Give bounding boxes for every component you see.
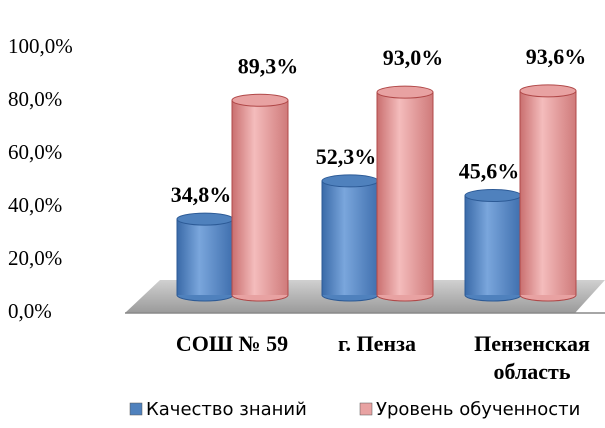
bar-top (231, 93, 289, 107)
bar-body (177, 219, 233, 295)
bar-top (176, 212, 234, 226)
y-tick-label: 80,0% (8, 87, 62, 111)
bar (519, 84, 577, 302)
bar (321, 174, 379, 302)
bar-top (376, 85, 434, 99)
x-tick-label: Пензенская область (474, 331, 590, 384)
bar-top (519, 84, 577, 98)
bar-outline (376, 92, 434, 302)
legend-label: Качество знаний (146, 399, 307, 420)
legend-swatch (129, 402, 143, 416)
bar (176, 212, 234, 302)
bar-outline (321, 180, 379, 302)
value-label: 93,6% (526, 44, 587, 69)
bar-outline (464, 195, 522, 302)
value-label: 89,3% (238, 53, 299, 78)
value-label: 34,8% (171, 182, 232, 207)
y-tick-label: 40,0% (8, 193, 62, 217)
y-tick-label: 100,0% (8, 34, 73, 58)
x-tick-label: г. Пенза (338, 331, 416, 356)
bar-body (520, 90, 576, 295)
bar-body (232, 100, 288, 295)
bar-outline (231, 100, 289, 302)
value-label: 45,6% (459, 159, 520, 184)
y-tick-label: 60,0% (8, 140, 62, 164)
bar (464, 189, 522, 302)
value-label: 52,3% (316, 144, 377, 169)
y-tick-label: 20,0% (8, 246, 62, 270)
y-tick-label: 0,0% (8, 299, 52, 323)
legend-swatch (359, 402, 373, 416)
bar-top (464, 189, 522, 203)
bar-body (322, 180, 378, 295)
bar-outline (519, 90, 577, 302)
bar-body (377, 92, 433, 295)
bar (231, 93, 289, 302)
bar-top (321, 174, 379, 188)
legend-label: Уровень обученности (376, 399, 580, 420)
bar-body (465, 195, 521, 295)
bar-outline (176, 219, 234, 302)
bar (376, 85, 434, 302)
value-label: 93,0% (383, 45, 444, 70)
x-tick-label: СОШ № 59 (175, 331, 289, 356)
